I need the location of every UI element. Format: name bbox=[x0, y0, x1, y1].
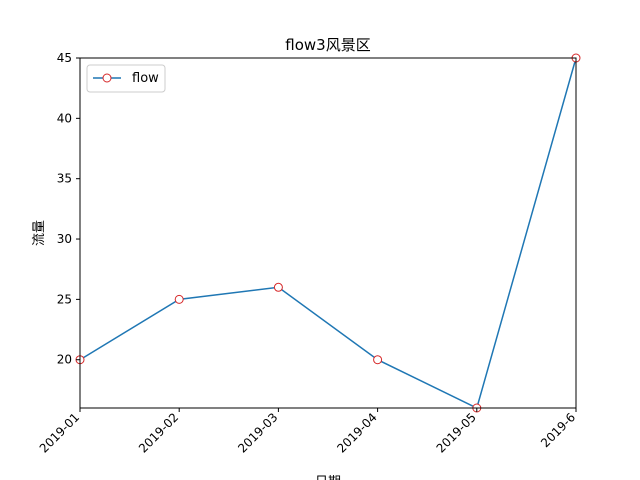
x-tick-label: 2019-01 bbox=[37, 410, 82, 455]
legend-marker-sample bbox=[102, 73, 112, 83]
plot-frame bbox=[79, 57, 577, 409]
x-tick-label: 2019-05 bbox=[434, 410, 479, 455]
y-tick-label: 30 bbox=[57, 232, 72, 246]
y-tick-label: 25 bbox=[57, 292, 72, 306]
legend-label: flow bbox=[132, 71, 159, 86]
y-tick-label: 45 bbox=[57, 51, 72, 65]
y-axis-label: 流量 bbox=[32, 220, 47, 246]
legend: flow bbox=[86, 64, 166, 93]
data-point bbox=[174, 294, 184, 304]
plot-area bbox=[75, 53, 581, 413]
data-point bbox=[273, 282, 283, 292]
data-point bbox=[373, 355, 383, 365]
x-tick-label: 2019-02 bbox=[136, 410, 181, 455]
legend-box bbox=[86, 64, 166, 93]
x-tick-label: 2019-6 bbox=[538, 410, 578, 450]
y-tick-label: 20 bbox=[57, 353, 72, 367]
x-axis-label: 日期 bbox=[315, 475, 341, 480]
chart-title: flow3风景区 bbox=[285, 36, 370, 54]
y-tick-label: 35 bbox=[57, 172, 72, 186]
x-axis: 2019-01 2019-02 2019-03 2019-04 2019-05 2019-… bbox=[37, 408, 578, 456]
y-tick-label: 40 bbox=[57, 111, 72, 125]
x-tick-label: 2019-04 bbox=[334, 410, 379, 455]
y-axis: 20 25 30 35 40 45 bbox=[57, 51, 80, 367]
series-line-flow bbox=[79, 57, 577, 410]
x-tick-label: 2019-03 bbox=[235, 410, 280, 455]
